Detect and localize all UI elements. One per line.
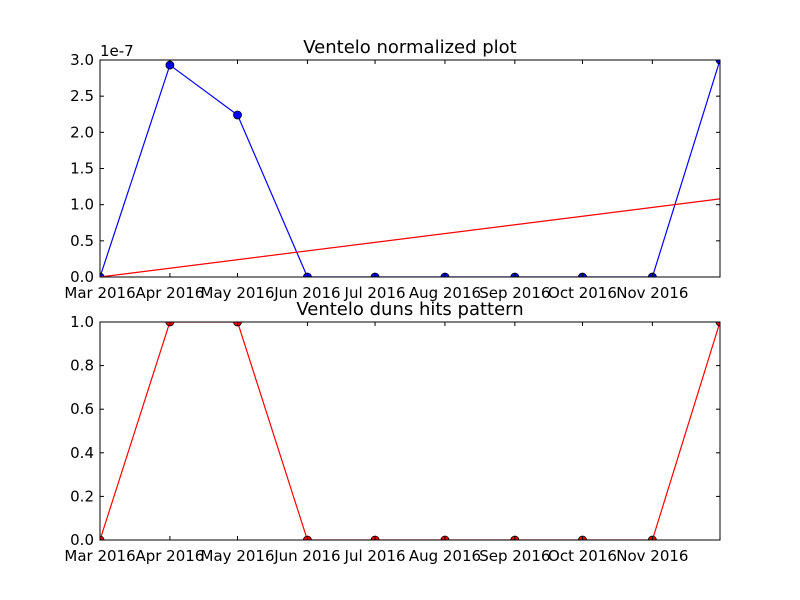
normalized-plot-series-1-line (100, 198, 720, 277)
normalized-plot-series-0-point-2 (233, 110, 242, 120)
normalized-plot-x-tick-label: Apr 2016 (135, 284, 204, 302)
duns-hits-x-tick-label: Mar 2016 (64, 547, 135, 565)
y-offset-label: 1e-7 (100, 42, 134, 60)
duns-hits-x-tick-label: Oct 2016 (548, 547, 617, 565)
duns-hits-x-tick-label: Jul 2016 (344, 547, 406, 565)
normalized-plot-ticks: 0.0 0.5 1.0 1.5 2.0 2.5 3.0 Mar 2016 Apr 2016May… (64, 51, 720, 302)
normalized-plot-y-tick-label: 0.5 (70, 232, 94, 250)
normalized-plot-x-tick-label: Nov 2016 (616, 284, 688, 302)
normalized-plot-y-tick-label: 0.0 (70, 268, 94, 286)
duns-hits-x-tick-label: Nov 2016 (616, 547, 688, 565)
normalized-plot-series-0-point-9 (715, 60, 720, 65)
duns-hits-y-tick-label: 0.6 (70, 400, 94, 418)
duns-hits-series-0-point-0 (100, 535, 105, 540)
normalized-plot-y-tick-label: 1.5 (70, 160, 94, 178)
normalized-plot-frame (99, 59, 721, 278)
duns-hits-x-tick-label: Aug 2016 (409, 547, 481, 565)
duns-hits-panel: Ventelo duns hits pattern 0.00.20.40.60.… (64, 299, 721, 565)
normalized-plot-x-tick-label: Mar 2016 (64, 284, 135, 302)
duns-hits-y-tick-label: 0.4 (70, 444, 94, 462)
duns-hits-x-tick-label: Jun 2016 (273, 547, 340, 565)
normalized-plot-x-tick-label: Sep 2016 (479, 284, 550, 302)
normalized-plot-y-tick-label: 2.0 (70, 123, 94, 141)
normalized-plot-series-0-line (100, 60, 720, 277)
normalized-plot-panel: Ventelo normalized plot 1e-7 0.0 0.5 1.0 1.… (64, 37, 721, 302)
normalized-plot-x-tick-label: Jul 2016 (344, 284, 406, 302)
normalized-plot-x-tick-label: Oct 2016 (548, 284, 617, 302)
normalized-plot-series-0-point-0 (100, 272, 105, 277)
duns-hits-y-tick-label: 0.8 (70, 357, 94, 375)
duns-hits-y-tick-label: 0.2 (70, 487, 94, 505)
duns-hits-frame (99, 321, 721, 541)
duns-hits-x-tick-label: Apr 2016 (135, 547, 204, 565)
normalized-plot-y-tick-label: 1.0 (70, 196, 94, 214)
duns-hits-y-tick-label: 1.0 (70, 313, 94, 331)
duns-hits-y-tick-label: 0.0 (70, 531, 94, 549)
normalized-plot-x-tick-label: May 2016 (201, 284, 275, 302)
duns-hits-x-tick-label: Sep 2016 (479, 547, 550, 565)
normalized-plot-y-tick-label: 3.0 (70, 51, 94, 69)
duns-hits-x-tick-label: May 2016 (201, 547, 275, 565)
duns-hits-series-0-point-9 (715, 322, 720, 327)
duns-hits-title: Ventelo duns hits pattern (296, 299, 523, 320)
normalized-plot-x-tick-label: Jun 2016 (273, 284, 340, 302)
normalized-plot-title: Ventelo normalized plot (303, 37, 517, 58)
normalized-plot-y-tick-label: 2.5 (70, 87, 94, 105)
normalized-plot-x-tick-label: Aug 2016 (409, 284, 481, 302)
